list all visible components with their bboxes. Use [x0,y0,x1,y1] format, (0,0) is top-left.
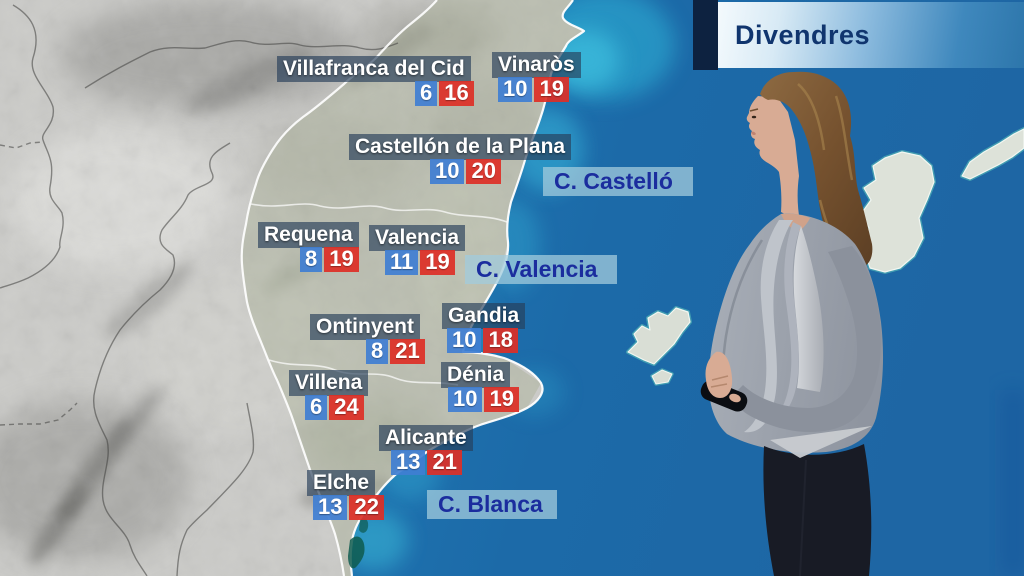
presenter-jacket-hem [770,426,872,458]
presenter-pants-seam [799,459,807,576]
day-banner-label: Divendres [735,19,871,50]
max-temp-badge: 21 [427,450,462,475]
city-marker-alicante: Alicante 13 21 [379,425,473,475]
city-name: Villena [289,370,369,396]
island-ibiza [626,306,692,366]
city-temps: 8 21 [366,339,425,364]
presenter-chest [781,213,810,232]
city-name: Gandia [442,303,526,329]
max-temp-badge: 16 [439,81,474,106]
banner-edge-strip [693,0,718,70]
presenter-lips [751,131,756,136]
max-temp-badge: 19 [534,77,569,102]
city-temps: 10 20 [430,159,571,184]
island-mallorca-north [960,127,1024,181]
min-temp-badge: 10 [447,328,482,353]
min-temp-badge: 11 [385,250,419,275]
city-temps: 10 19 [498,77,581,102]
city-temps: 11 19 [385,250,465,275]
city-marker-castellon: Castellón de la Plana 10 20 [349,134,572,184]
max-temp-badge: 22 [349,495,384,520]
max-temp-badge: 21 [390,339,425,364]
city-name: Dénia [441,362,511,388]
min-temp-badge: 10 [430,159,465,184]
min-temp-badge: 13 [391,450,426,475]
presenter-eye [751,115,757,119]
city-temps: 10 18 [447,328,525,353]
max-temp-badge: 19 [324,247,359,272]
island-formentera [650,368,674,386]
city-marker-ontinyent: Ontinyent 8 21 [310,314,425,364]
province-borders [0,4,399,576]
city-name: Requena [258,222,359,248]
city-marker-requena: Requena 8 19 [258,222,359,272]
max-temp-badge: 24 [329,395,364,420]
coastal-lagoons [348,518,369,569]
presenter-pants [763,444,872,576]
city-temps: 10 19 [448,387,519,412]
presenter-thumb [729,393,741,403]
city-name: Villafranca del Cid [277,56,471,82]
presenter-hair [760,71,873,268]
max-temp-badge: 19 [420,250,455,275]
city-marker-elche: Elche 13 22 [307,470,384,520]
min-temp-badge: 6 [305,395,328,420]
city-marker-vinaros: Vinaròs 10 19 [492,52,581,102]
min-temp-badge: 8 [366,339,389,364]
city-name: Ontinyent [310,314,420,340]
island-mallorca [859,150,936,274]
presenter-eyebrow [749,108,759,112]
min-temp-badge: 10 [498,77,533,102]
city-temps: 13 21 [391,450,473,475]
min-temp-badge: 13 [313,495,348,520]
city-temps: 6 24 [305,395,368,420]
city-temps: 8 19 [300,247,359,272]
coast-label-castello: C. Castelló [543,167,693,196]
city-name: Valencia [369,225,466,251]
city-marker-villena: Villena 6 24 [289,370,369,420]
city-name: Elche [307,470,376,496]
min-temp-badge: 6 [415,81,438,106]
coast-label-blanca: C. Blanca [427,490,557,519]
day-banner: Divendres [718,2,1024,68]
city-marker-denia: Dénia 10 19 [441,362,519,412]
presenter-ruffle [744,220,793,433]
city-temps: 6 16 [415,81,474,106]
min-temp-badge: 10 [448,387,483,412]
city-marker-villafranca: Villafranca del Cid 6 16 [277,56,474,106]
presenter-face [746,96,800,222]
presenter-fingers [710,375,729,388]
city-temps: 13 22 [313,495,384,520]
max-temp-badge: 20 [466,159,501,184]
presenter-ruffle-fold [773,222,801,421]
coast-label-valencia: C. Valencia [465,255,617,284]
city-name: Alicante [379,425,473,451]
min-temp-badge: 8 [300,247,323,272]
city-name: Castellón de la Plana [349,134,572,160]
max-temp-badge: 19 [484,387,519,412]
city-name: Vinaròs [492,52,581,78]
max-temp-badge: 18 [483,328,518,353]
city-marker-gandia: Gandia 10 18 [442,303,526,353]
presenter-top [793,226,824,392]
presenter-arm [732,246,881,433]
city-marker-valencia: Valencia 11 19 [369,225,466,275]
